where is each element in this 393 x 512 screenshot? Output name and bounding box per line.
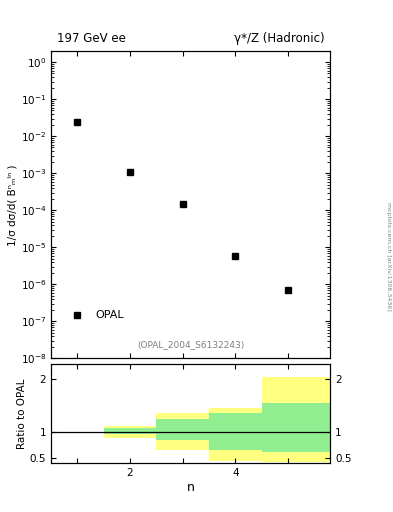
Text: OPAL: OPAL <box>96 310 125 320</box>
Text: (OPAL_2004_S6132243): (OPAL_2004_S6132243) <box>137 340 244 349</box>
Y-axis label: 1/σ dσ/d( Bⁿₘᴵⁿ ): 1/σ dσ/d( Bⁿₘᴵⁿ ) <box>8 164 18 246</box>
Text: γ*/Z (Hadronic): γ*/Z (Hadronic) <box>234 32 325 45</box>
Text: mcplots.cern.ch [arXiv:1306.3436]: mcplots.cern.ch [arXiv:1306.3436] <box>386 202 391 310</box>
X-axis label: n: n <box>187 481 195 494</box>
Text: 197 GeV ee: 197 GeV ee <box>57 32 125 45</box>
Y-axis label: Ratio to OPAL: Ratio to OPAL <box>17 378 27 449</box>
